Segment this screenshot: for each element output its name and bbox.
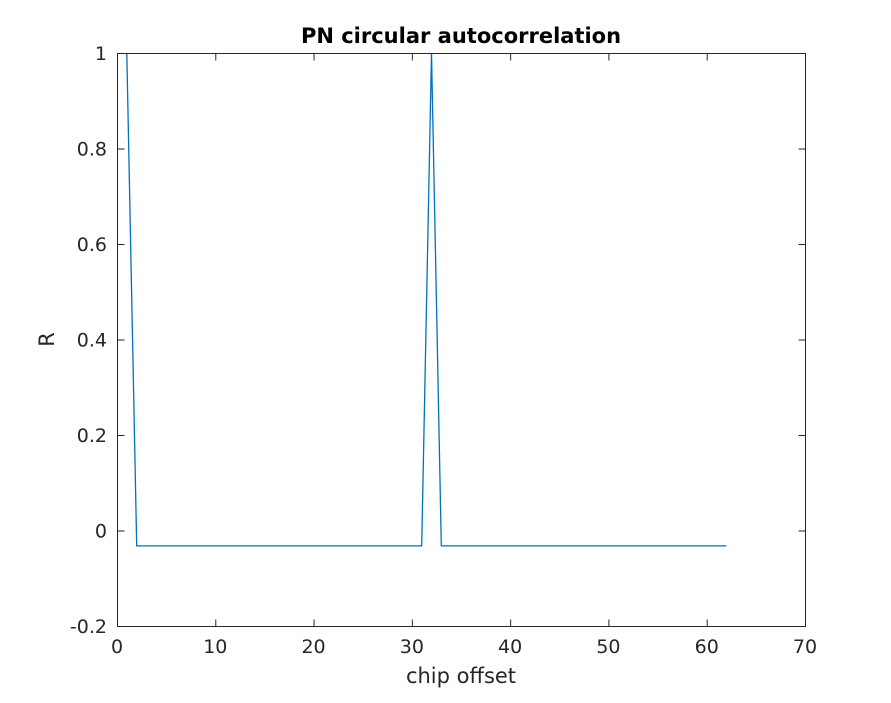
y-tick-label: -0.2: [70, 616, 107, 638]
y-tick-label: 1: [95, 43, 107, 65]
x-tick-label: 20: [301, 636, 325, 658]
x-tick-label: 10: [203, 636, 227, 658]
series-layer: [126, 52, 727, 547]
x-tick-label: 40: [498, 636, 522, 658]
x-tick-label: 0: [111, 636, 123, 658]
x-axis-label: chip offset: [406, 664, 516, 688]
axes-box: [117, 53, 806, 627]
y-tick-label: 0.2: [77, 425, 107, 447]
y-tick-label: 0.4: [77, 330, 107, 352]
y-tick-label: 0.6: [77, 234, 107, 256]
series-line: [126, 52, 727, 547]
plot-area: [117, 53, 805, 626]
y-tick-label: 0: [95, 521, 107, 543]
x-tick-label: 30: [400, 636, 424, 658]
y-tick-label: 0.8: [77, 139, 107, 161]
x-tick-label: 60: [695, 636, 719, 658]
chart-title: PN circular autocorrelation: [301, 24, 621, 48]
ticks-layer: 0 10 20 30 40 50 60 70-0.200.20.40.60.81: [70, 43, 817, 658]
x-tick-label: 70: [793, 636, 817, 658]
x-tick-label: 50: [596, 636, 620, 658]
y-axis-label: R: [35, 332, 59, 347]
